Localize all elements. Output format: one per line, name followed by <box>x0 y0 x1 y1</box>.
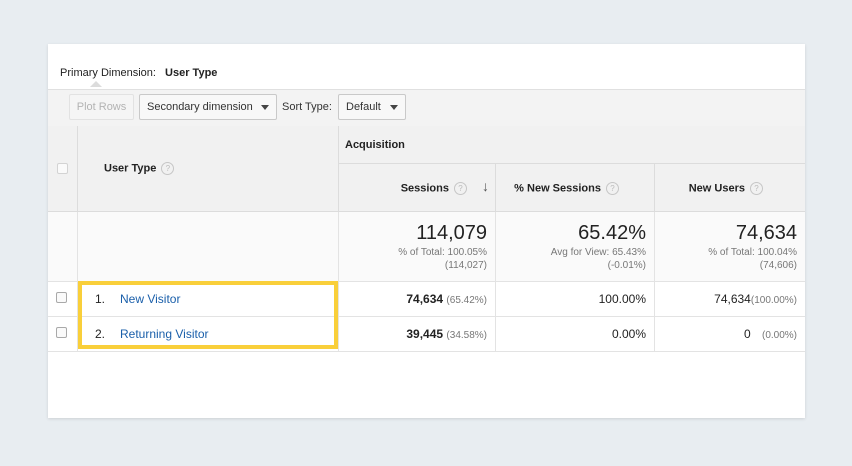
acquisition-label: Acquisition <box>345 139 405 151</box>
row-sessions-value: 74,634 <box>406 292 444 306</box>
dropdown-arrow-icon <box>390 105 398 110</box>
totals-new-users-line1: % of Total: 100.04% <box>708 247 797 258</box>
totals-new-sessions: 65.42% Avg for View: 65.43% (-0.01%) <box>496 212 655 282</box>
totals-new-sessions-line1: Avg for View: 65.43% <box>550 247 646 258</box>
report-toolbar: Plot Rows Secondary dimension Sort Type:… <box>48 89 805 127</box>
row-new-sessions: 100.00% <box>496 282 655 317</box>
primary-dimension-label: Primary Dimension: <box>60 67 156 79</box>
sort-type-label: Sort Type: <box>282 101 332 113</box>
select-all-header <box>48 126 78 212</box>
row-new-users-value: 0 <box>743 327 751 341</box>
dimension-header-label: User Type <box>104 162 157 175</box>
row-index: 1. <box>95 292 106 306</box>
row-new-users-pct: (0.00%) <box>761 330 797 341</box>
highlight-box <box>78 281 338 349</box>
table-row-checkbox-cell <box>48 282 78 317</box>
row-sessions: 74,634 (65.42%) <box>339 282 496 317</box>
totals-new-users-detail: % of Total: 100.04% (74,606) <box>708 246 797 272</box>
row-new-users: 74,634(100.00%) <box>655 282 805 317</box>
totals-sessions-detail: % of Total: 100.05% (114,027) <box>398 246 487 272</box>
row-new-users-pct: (100.00%) <box>750 295 797 306</box>
totals-new-users-line2: (74,606) <box>759 260 797 271</box>
active-dimension-caret-icon <box>90 81 102 87</box>
new-sessions-column-header[interactable]: % New Sessions? <box>496 164 655 212</box>
sessions-header-label: Sessions <box>400 182 449 195</box>
row-checkbox[interactable] <box>56 292 67 303</box>
totals-sessions-line2: (114,027) <box>444 260 487 271</box>
row-checkbox[interactable] <box>56 327 67 338</box>
sort-descending-icon[interactable]: ↓ <box>482 178 489 194</box>
row-link-returning-visitor[interactable]: Returning Visitor <box>120 327 209 341</box>
totals-new-sessions-value: 65.42% <box>578 222 646 244</box>
totals-sessions-line1: % of Total: 100.05% <box>398 247 487 258</box>
row-new-users-value: 74,634 <box>714 292 751 306</box>
plot-rows-button[interactable]: Plot Rows <box>69 94 134 120</box>
table-row-checkbox-cell <box>48 317 78 352</box>
row-new-sessions: 0.00% <box>496 317 655 352</box>
row-link-new-visitor[interactable]: New Visitor <box>120 292 181 306</box>
totals-sessions-value: 114,079 <box>416 222 487 244</box>
help-icon[interactable]: ? <box>454 182 467 195</box>
row-sessions-value: 39,445 <box>406 327 444 341</box>
new-users-header-label: New Users <box>688 182 745 195</box>
row-new-sessions-value: 0.00% <box>611 327 646 341</box>
dropdown-arrow-icon <box>261 105 269 110</box>
secondary-dimension-label: Secondary dimension <box>147 101 253 113</box>
primary-dimension: Primary Dimension: User Type <box>60 67 218 87</box>
totals-new-users: 74,634 % of Total: 100.04% (74,606) <box>655 212 805 282</box>
new-sessions-header-label: % New Sessions <box>514 182 601 195</box>
row-sessions: 39,445 (34.58%) <box>339 317 496 352</box>
dimension-column-header[interactable]: User Type? <box>78 126 339 212</box>
secondary-dimension-dropdown[interactable]: Secondary dimension <box>139 94 277 120</box>
acquisition-group-header: Acquisition <box>339 126 805 164</box>
row-new-users: 0 (0.00%) <box>655 317 805 352</box>
sort-type-value: Default <box>346 101 381 113</box>
select-all-checkbox[interactable] <box>57 163 68 174</box>
totals-new-sessions-line2: (-0.01%) <box>607 260 646 271</box>
report-panel: Primary Dimension: User Type Plot Rows S… <box>48 44 805 418</box>
new-users-column-header[interactable]: New Users? <box>655 164 805 212</box>
row-sessions-pct: (65.42%) <box>446 295 487 306</box>
help-icon[interactable]: ? <box>161 162 175 175</box>
row-new-sessions-value: 100.00% <box>598 292 646 306</box>
totals-new-sessions-detail: Avg for View: 65.43% (-0.01%) <box>551 246 646 272</box>
row-index: 2. <box>95 327 106 341</box>
help-icon[interactable]: ? <box>606 182 619 195</box>
totals-checkbox-cell <box>48 212 78 282</box>
totals-new-users-value: 74,634 <box>735 222 797 244</box>
help-icon[interactable]: ? <box>750 182 763 195</box>
primary-dimension-value[interactable]: User Type <box>165 67 218 79</box>
sort-type-dropdown[interactable]: Default <box>338 94 406 120</box>
totals-label-cell <box>78 212 339 282</box>
row-sessions-pct: (34.58%) <box>446 330 487 341</box>
totals-sessions: 114,079 % of Total: 100.05% (114,027) <box>339 212 496 282</box>
sessions-column-header[interactable]: Sessions? ↓ <box>339 164 496 212</box>
table-row-dimension: 1. New Visitor <box>78 282 339 317</box>
